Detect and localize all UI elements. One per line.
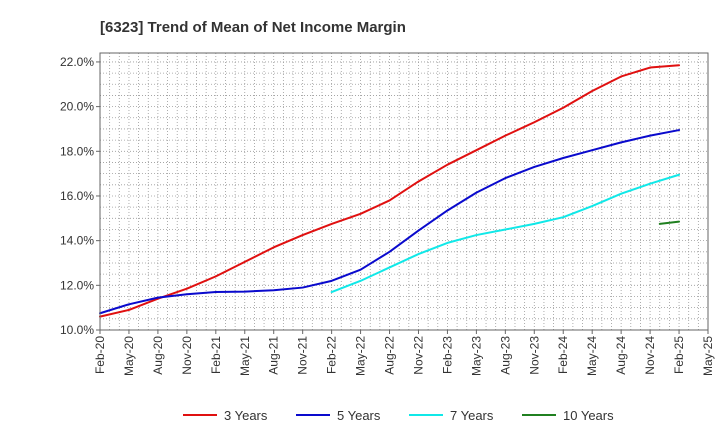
x-tick-label: Feb-23: [440, 336, 454, 374]
x-tick-label: May-23: [469, 336, 483, 376]
y-tick-label: 22.0%: [60, 55, 94, 69]
x-tick-label: Nov-22: [411, 336, 425, 375]
legend-label-1: 3 Years: [224, 408, 268, 423]
y-tick-label: 14.0%: [60, 234, 94, 248]
x-tick-label: Feb-22: [325, 336, 339, 374]
x-tick-label: Aug-24: [614, 336, 628, 375]
x-tick-label: Feb-20: [93, 336, 107, 374]
legend: 3 Years 5 Years 7 Years 10 Years: [183, 408, 614, 423]
x-tick-label: Nov-24: [643, 336, 657, 375]
x-tick-label: Aug-22: [383, 336, 397, 375]
x-tick-label: Nov-20: [180, 336, 194, 375]
series-line-4: [658, 220, 681, 225]
series-line-1: [99, 64, 681, 318]
axis-layer: 10.0% 12.0% 14.0% 16.0% 18.0% 20.0% 22.0% Feb-2…: [60, 52, 715, 376]
x-tick-label: Feb-24: [556, 336, 570, 374]
x-tick-label: Aug-21: [267, 336, 281, 375]
y-tick-label: 18.0%: [60, 144, 94, 158]
series-line-2: [99, 129, 681, 315]
x-tick-label: May-24: [585, 336, 599, 376]
plot-frame: [99, 52, 709, 331]
x-tick-label: Aug-20: [151, 336, 165, 375]
x-tick-label: Feb-25: [672, 336, 686, 374]
x-tick-label: May-21: [238, 336, 252, 376]
x-tick-label: Aug-23: [498, 336, 512, 375]
legend-label-2: 5 Years: [337, 408, 381, 423]
y-tick-label: 12.0%: [60, 278, 94, 292]
x-tick-label: May-25: [701, 336, 715, 376]
series-layer: [99, 64, 681, 318]
chart-title: [6323] Trend of Mean of Net Income Margi…: [100, 19, 406, 36]
y-tick-label: 10.0%: [60, 323, 94, 337]
legend-label-3: 7 Years: [450, 408, 494, 423]
grid-layer: [99, 53, 709, 331]
x-tick-label: May-22: [354, 336, 368, 376]
y-tick-label: 16.0%: [60, 189, 94, 203]
series-line-3: [330, 173, 681, 294]
legend-label-4: 10 Years: [563, 408, 614, 423]
x-tick-label: Feb-21: [209, 336, 223, 374]
x-tick-label: Nov-23: [527, 336, 541, 375]
x-tick-label: Nov-21: [296, 336, 310, 375]
y-tick-label: 20.0%: [60, 100, 94, 114]
x-tick-label: May-20: [122, 336, 136, 376]
